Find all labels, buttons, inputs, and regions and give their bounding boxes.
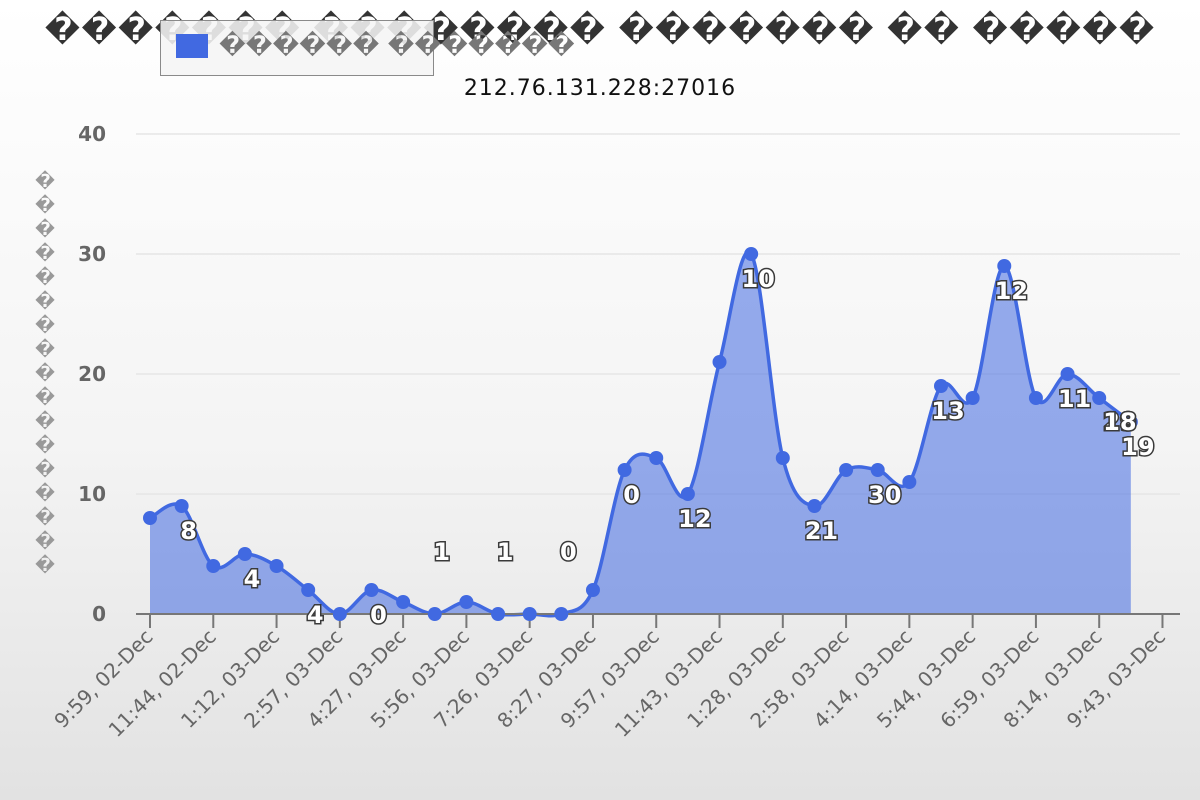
series-area (150, 251, 1131, 616)
data-label: 4 (307, 601, 324, 629)
y-axis-title: ����������������� (34, 171, 56, 576)
data-label: 18 (1103, 408, 1136, 436)
data-point (143, 511, 157, 525)
data-point (237, 547, 252, 561)
data-point (775, 451, 790, 465)
data-point (174, 499, 189, 513)
data-label: 21 (805, 517, 838, 545)
data-point (206, 559, 221, 573)
legend-swatch (176, 34, 208, 58)
data-label: 29 (1103, 408, 1136, 436)
data-label: 0 (560, 538, 577, 566)
data-point (459, 595, 474, 609)
data-point (491, 607, 506, 621)
data-label: 19 (1121, 433, 1154, 461)
data-point (1123, 415, 1138, 429)
data-label: 0 (623, 481, 640, 509)
data-point (427, 607, 442, 621)
data-point (807, 499, 822, 513)
data-point (1060, 367, 1075, 381)
data-label: 1 (433, 538, 450, 566)
data-label: 13 (931, 397, 964, 425)
data-label: 12 (678, 505, 711, 533)
data-point (1028, 391, 1043, 405)
x-tick-label: 11:44, 02-Dec (104, 625, 221, 742)
legend[interactable]: ������ ������� (160, 20, 575, 76)
data-point (301, 583, 316, 597)
data-point (269, 559, 284, 573)
data-point (332, 607, 347, 621)
data-point (364, 583, 379, 597)
data-label: 18 (1103, 408, 1136, 436)
chart-subtitle: 212.76.131.228:27016 (463, 76, 737, 101)
data-label: 8 (180, 517, 197, 545)
legend-label: ������ ������� (219, 31, 575, 59)
y-tick-label: 10 (78, 482, 106, 506)
data-point (965, 391, 980, 405)
data-label: 4 (244, 565, 261, 593)
data-point (649, 451, 664, 465)
y-tick-label: 40 (78, 122, 106, 146)
data-point (744, 247, 759, 261)
data-point (712, 355, 727, 369)
y-tick-label: 30 (78, 242, 106, 266)
data-label: 10 (741, 265, 774, 293)
data-point (680, 487, 695, 501)
data-point (522, 607, 537, 621)
point-layer (143, 247, 1138, 621)
data-label: 0 (370, 601, 387, 629)
data-point (585, 583, 600, 597)
data-point (934, 379, 948, 393)
data-point (839, 463, 854, 477)
data-point (997, 259, 1012, 273)
x-tick-label: 11:43, 03-Dec (610, 625, 727, 742)
area-layer (149, 250, 1132, 618)
data-label: 11 (1058, 385, 1091, 413)
data-point (1092, 391, 1107, 405)
data-point (396, 595, 411, 609)
data-point (870, 463, 885, 477)
data-label: 1 (497, 538, 514, 566)
y-tick-label: 20 (78, 362, 106, 386)
data-label: 30 (868, 481, 901, 509)
data-point (554, 607, 569, 621)
data-point (902, 475, 917, 489)
data-point (617, 463, 632, 477)
data-label: 12 (995, 277, 1028, 305)
y-tick-label: 0 (92, 602, 106, 626)
